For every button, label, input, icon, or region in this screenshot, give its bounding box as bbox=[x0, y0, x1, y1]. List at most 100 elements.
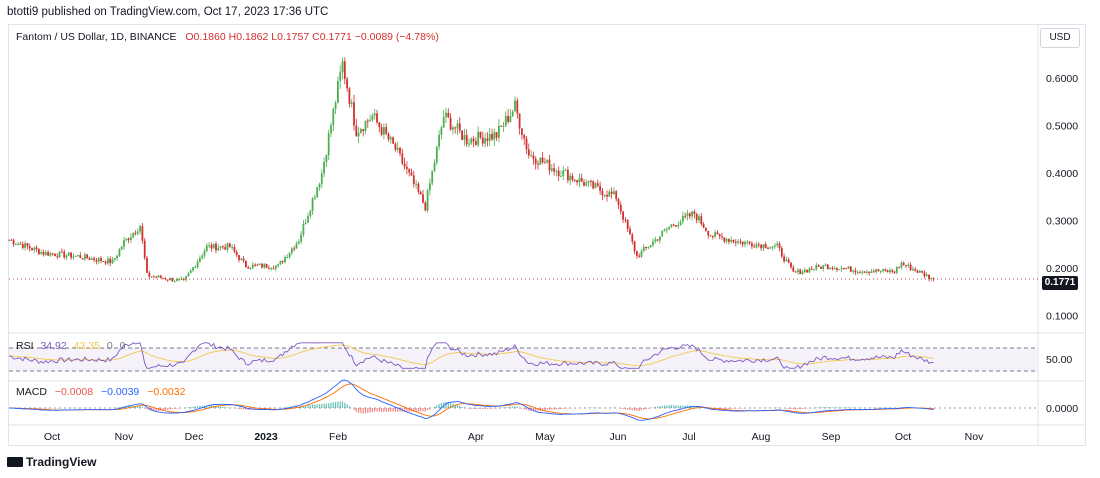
macd-histogram-bar bbox=[728, 408, 730, 409]
candle-body bbox=[546, 159, 549, 163]
macd-histogram-bar bbox=[378, 408, 380, 412]
macd-legend[interactable]: MACD −0.0008 −0.0039 −0.0032 bbox=[16, 386, 185, 398]
candle-body bbox=[254, 264, 256, 266]
candle-body bbox=[134, 232, 137, 234]
candle-body bbox=[353, 102, 355, 126]
candle-body bbox=[65, 255, 68, 258]
candle-body bbox=[454, 127, 457, 129]
macd-histogram-bar bbox=[491, 408, 493, 409]
macd-histogram-bar bbox=[507, 407, 509, 408]
macd-histogram-bar bbox=[544, 408, 546, 411]
candle-body bbox=[907, 264, 910, 266]
macd-histogram-bar bbox=[461, 406, 463, 408]
candle-body bbox=[780, 248, 783, 257]
candle-body bbox=[859, 272, 861, 274]
macd-histogram-bar bbox=[371, 408, 373, 412]
candle-body bbox=[320, 173, 323, 185]
candle-body bbox=[833, 268, 836, 270]
macd-histogram-bar bbox=[417, 408, 419, 412]
candle-body bbox=[723, 237, 726, 242]
macd-histogram-bar bbox=[670, 405, 672, 408]
candle-body bbox=[369, 119, 371, 122]
open-value: O0.1860 bbox=[185, 31, 226, 43]
macd-histogram-bar bbox=[47, 408, 49, 409]
currency-button[interactable]: USD bbox=[1040, 28, 1080, 48]
candle-body bbox=[219, 246, 222, 248]
candle-body bbox=[654, 239, 657, 242]
time-axis-label: Dec bbox=[185, 431, 204, 443]
macd-histogram-bar bbox=[525, 408, 528, 411]
macd-histogram-bar bbox=[643, 408, 645, 410]
candle-body bbox=[90, 258, 93, 260]
symbol-title[interactable]: Fantom / US Dollar, 1D, BINANCE bbox=[16, 31, 177, 43]
candle-body bbox=[399, 147, 401, 154]
candle-body bbox=[435, 146, 438, 163]
candle-body bbox=[771, 246, 774, 248]
tradingview-logo[interactable]: TradingView bbox=[7, 455, 96, 469]
candle-body bbox=[502, 125, 505, 127]
macd-histogram-bar bbox=[353, 408, 355, 411]
rsi-extra-1: 0 bbox=[106, 340, 113, 352]
candle-body bbox=[58, 251, 61, 258]
candle-body bbox=[360, 129, 362, 133]
macd-histogram-bar bbox=[187, 407, 189, 408]
candle-body bbox=[613, 191, 615, 195]
candle-body bbox=[544, 162, 546, 164]
candle-body bbox=[463, 135, 466, 140]
candle-body bbox=[652, 241, 654, 246]
candle-body bbox=[925, 274, 928, 277]
macd-histogram-bar bbox=[456, 405, 459, 408]
ohlc-values: O0.1860 H0.1862 L0.1757 C0.1771 −0.0089 … bbox=[185, 31, 438, 43]
candle-body bbox=[332, 108, 335, 126]
candle-body bbox=[155, 276, 158, 278]
candle-body bbox=[465, 135, 468, 145]
candle-body bbox=[783, 256, 785, 262]
candle-body bbox=[286, 257, 289, 259]
macd-histogram-bar bbox=[463, 407, 465, 408]
macd-histogram-bar bbox=[590, 407, 592, 408]
candle-body bbox=[337, 80, 339, 103]
candle-body bbox=[159, 275, 162, 278]
macd-histogram-bar bbox=[415, 408, 417, 412]
candle-body bbox=[309, 211, 312, 217]
candle-body bbox=[548, 159, 551, 171]
macd-histogram-bar bbox=[134, 406, 137, 408]
candle-body bbox=[143, 240, 146, 258]
candle-body bbox=[797, 269, 799, 273]
macd-histogram-bar bbox=[647, 408, 649, 409]
macd-histogram-bar bbox=[562, 408, 564, 409]
candle-body bbox=[348, 88, 351, 104]
rsi-band-fill bbox=[9, 348, 1037, 371]
candle-body bbox=[518, 113, 521, 129]
candle-body bbox=[702, 224, 705, 228]
candle-body bbox=[475, 141, 477, 145]
macd-histogram-bar bbox=[845, 407, 847, 408]
candle-body bbox=[923, 272, 926, 277]
candle-body bbox=[458, 123, 461, 131]
macd-histogram-bar bbox=[424, 408, 426, 412]
macd-histogram-bar bbox=[801, 408, 804, 409]
candle-body bbox=[748, 241, 751, 244]
price-tick-label: 0.4000 bbox=[1046, 168, 1078, 180]
macd-histogram-bar bbox=[709, 408, 712, 410]
rsi-legend[interactable]: RSI 34.92 43.35 0 0 bbox=[16, 340, 125, 352]
candle-body bbox=[153, 276, 155, 278]
candle-body bbox=[886, 270, 889, 273]
candle-body bbox=[139, 226, 141, 232]
candle-body bbox=[488, 134, 491, 141]
macd-histogram-bar bbox=[174, 408, 176, 409]
candle-body bbox=[84, 254, 86, 260]
candle-body bbox=[516, 100, 519, 114]
rsi-tick-label: 50.00 bbox=[1046, 354, 1072, 366]
macd-histogram-bar bbox=[222, 406, 224, 408]
macd-histogram-bar bbox=[438, 404, 440, 408]
candle-body bbox=[445, 112, 447, 117]
candle-body bbox=[447, 112, 450, 118]
macd-histogram-bar bbox=[153, 408, 155, 412]
candle-body bbox=[127, 238, 130, 241]
candle-body bbox=[302, 223, 305, 235]
time-axis-label: 2023 bbox=[254, 431, 278, 443]
candle-body bbox=[836, 268, 838, 270]
candle-body bbox=[757, 244, 760, 246]
